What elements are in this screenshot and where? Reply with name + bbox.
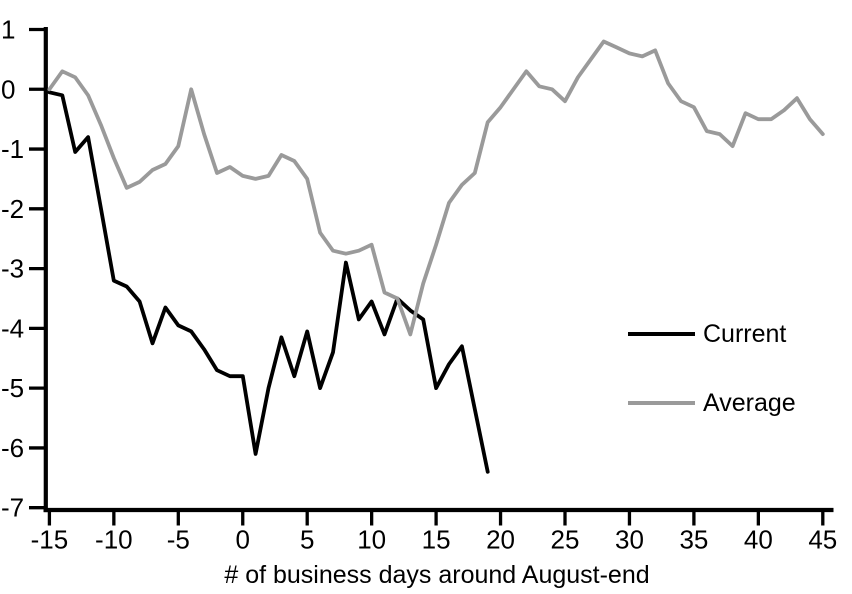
y-tick-label: -1: [1, 134, 24, 164]
x-tick-label: 25: [551, 525, 580, 555]
x-tick-label: 10: [357, 525, 386, 555]
y-tick-label: -3: [1, 254, 24, 284]
x-tick-label: 45: [808, 525, 837, 555]
x-tick-label: 5: [300, 525, 314, 555]
y-tick-label: -7: [1, 493, 24, 523]
x-tick-label: -15: [31, 525, 69, 555]
x-tick-label: 40: [744, 525, 773, 555]
average-line-swatch: [628, 401, 695, 405]
legend-label-current: Current: [703, 319, 787, 348]
x-tick-label: -10: [95, 525, 133, 555]
y-tick-label: -4: [1, 313, 24, 343]
x-tick-label: 35: [679, 525, 708, 555]
legend-label-average: Average: [703, 388, 796, 417]
x-tick-label: 30: [615, 525, 644, 555]
x-tick-label: -5: [167, 525, 190, 555]
current-line-swatch: [628, 332, 695, 336]
legend-item-current: Current: [628, 319, 786, 349]
y-tick-label: -5: [1, 373, 24, 403]
y-tick-label: -2: [1, 194, 24, 224]
x-tick-label: 0: [236, 525, 250, 555]
series-line-average: [47, 39, 825, 337]
x-tick-label: 15: [422, 525, 451, 555]
y-tick-label: 0: [1, 74, 15, 104]
y-tick-label: 1: [1, 15, 15, 45]
x-axis-title: # of business days around August-end: [224, 561, 650, 589]
x-tick-label: 20: [486, 525, 515, 555]
y-tick-label: -6: [1, 433, 24, 463]
legend-item-average: Average: [628, 388, 796, 418]
